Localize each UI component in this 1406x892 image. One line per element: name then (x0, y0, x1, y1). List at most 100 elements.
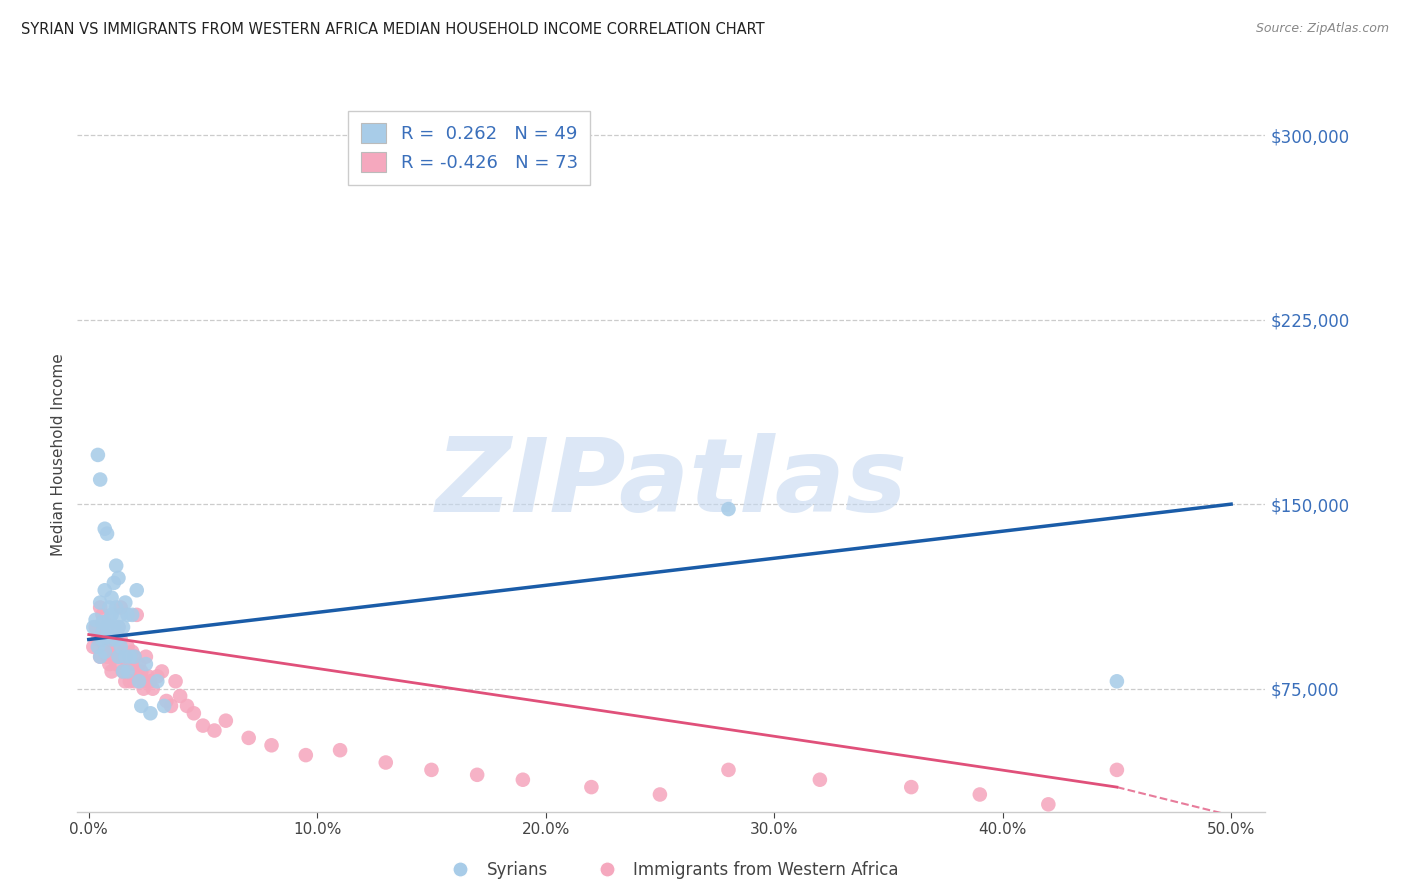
Point (100, 591, 122, 605)
Point (112, 665, 135, 679)
Point (124, 674, 146, 689)
Point (129, 698, 153, 713)
Point (142, 681, 165, 696)
Point (91, 607, 114, 622)
Point (105, 640, 128, 654)
Point (96, 632, 118, 647)
Point (1038, 797, 1060, 812)
Point (112, 620, 135, 634)
Point (98, 645, 121, 659)
Point (121, 607, 143, 622)
Point (89, 596, 111, 610)
Point (295, 748, 318, 763)
Point (124, 649, 146, 664)
Point (648, 788, 671, 802)
Point (191, 718, 214, 732)
Point (96, 526, 118, 541)
Point (114, 649, 136, 664)
Point (135, 657, 157, 671)
Point (105, 600, 128, 615)
Point (93, 615, 115, 630)
Point (93, 583, 115, 598)
Point (89, 473, 111, 487)
Text: SYRIAN VS IMMIGRANTS FROM WESTERN AFRICA MEDIAN HOUSEHOLD INCOME CORRELATION CHA: SYRIAN VS IMMIGRANTS FROM WESTERN AFRICA… (21, 22, 765, 37)
Point (260, 739, 283, 753)
Point (100, 607, 122, 622)
Point (717, 763, 740, 777)
Point (100, 665, 122, 679)
Point (204, 723, 226, 738)
Point (82, 640, 104, 654)
Point (215, 714, 238, 728)
Point (169, 689, 191, 703)
Point (118, 665, 141, 679)
Point (132, 681, 155, 696)
Point (107, 649, 129, 664)
Point (717, 502, 740, 516)
Point (100, 620, 122, 634)
Point (146, 674, 169, 689)
Point (103, 575, 125, 590)
Point (91, 625, 114, 640)
Point (107, 620, 129, 634)
Point (105, 632, 128, 647)
Point (146, 669, 169, 683)
Point (93, 645, 115, 659)
Point (89, 649, 111, 664)
Point (114, 596, 136, 610)
Point (96, 620, 118, 634)
Point (93, 640, 115, 654)
Point (105, 558, 128, 573)
Point (128, 674, 150, 689)
Point (124, 649, 146, 664)
Point (89, 649, 111, 664)
Point (110, 640, 132, 654)
Point (114, 649, 136, 664)
Point (465, 768, 488, 782)
Point (128, 669, 150, 683)
Legend: Syrians, Immigrants from Western Africa: Syrians, Immigrants from Western Africa (437, 855, 905, 886)
Point (1105, 674, 1128, 689)
Point (139, 706, 162, 721)
Point (112, 665, 135, 679)
Point (87, 640, 110, 654)
Point (150, 665, 173, 679)
Point (125, 607, 148, 622)
Y-axis label: Median Household Income: Median Household Income (51, 353, 66, 557)
Point (84, 620, 107, 634)
Point (117, 657, 139, 671)
Point (128, 657, 150, 671)
Point (160, 698, 183, 713)
Point (103, 632, 125, 647)
Point (176, 698, 198, 713)
Point (374, 756, 396, 770)
Point (183, 706, 205, 721)
Point (84, 613, 107, 627)
Point (153, 698, 176, 713)
Point (110, 607, 132, 622)
Point (1105, 763, 1128, 777)
Point (112, 645, 135, 659)
Point (135, 649, 157, 664)
Point (155, 694, 177, 708)
Text: ZIPatlas: ZIPatlas (436, 433, 907, 534)
Point (110, 632, 132, 647)
Point (139, 674, 162, 689)
Point (969, 788, 991, 802)
Point (93, 522, 115, 536)
Point (87, 448, 110, 462)
Point (89, 600, 111, 615)
Point (165, 674, 187, 689)
Point (118, 649, 141, 664)
Point (581, 780, 603, 794)
Point (107, 649, 129, 664)
Point (129, 665, 153, 679)
Point (808, 772, 831, 787)
Point (91, 615, 114, 630)
Point (238, 731, 260, 745)
Point (114, 674, 136, 689)
Point (121, 645, 143, 659)
Point (118, 674, 141, 689)
Point (329, 743, 352, 757)
Point (105, 657, 128, 671)
